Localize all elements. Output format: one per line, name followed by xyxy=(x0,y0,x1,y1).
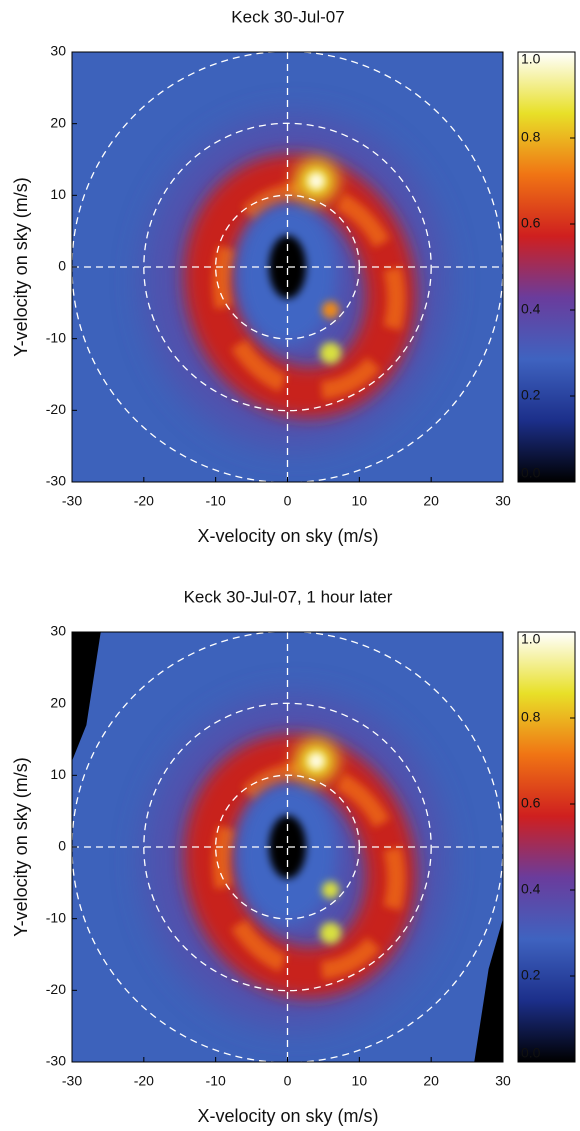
chart-title: Keck 30-Jul-07 xyxy=(231,7,344,26)
colorbar-tick-label: 1.0 xyxy=(521,51,541,67)
y-tick-label: 10 xyxy=(50,766,66,782)
colorbar-tick-label: 0.6 xyxy=(521,215,541,231)
x-tick-label: 20 xyxy=(423,493,439,509)
x-tick-label: -20 xyxy=(134,493,154,509)
y-tick-label: -20 xyxy=(46,981,66,997)
ring-guide xyxy=(215,194,360,340)
colorbar-tick-label: 0.4 xyxy=(521,301,541,317)
hotspot xyxy=(307,172,325,190)
heatmap xyxy=(72,632,503,1062)
spot xyxy=(319,922,342,944)
y-tick-label: 30 xyxy=(50,623,66,639)
x-tick-label: -30 xyxy=(62,493,82,509)
ring-guide xyxy=(215,774,360,920)
x-tick-label: -20 xyxy=(134,1073,154,1089)
colorbar-tick-label: 0.8 xyxy=(521,709,541,725)
colorbar-tick-label: 0.2 xyxy=(521,387,541,403)
center-hole xyxy=(268,815,307,879)
y-tick-label: 20 xyxy=(50,114,66,130)
spot xyxy=(319,342,342,364)
y-tick-label: 30 xyxy=(50,43,66,59)
y-tick-label: -30 xyxy=(46,1053,66,1069)
y-tick-label: 0 xyxy=(58,838,66,854)
colorbar xyxy=(517,631,576,1063)
colorbar-tick-label: 1.0 xyxy=(521,631,541,647)
x-tick-label: 30 xyxy=(495,1073,511,1089)
y-tick-label: -20 xyxy=(46,401,66,417)
masked-region xyxy=(474,918,503,1062)
center-hole xyxy=(268,235,307,299)
ring-guide xyxy=(143,122,432,412)
x-tick-label: -10 xyxy=(206,1073,226,1089)
x-tick-label: -30 xyxy=(62,1073,82,1089)
colorbar-tick-label: 0.4 xyxy=(521,881,541,897)
colorbar-tick-label: 0.8 xyxy=(521,129,541,145)
x-tick-label: 0 xyxy=(284,493,292,509)
colorbar-tick-label: 0.2 xyxy=(521,967,541,983)
x-tick-label: 30 xyxy=(495,493,511,509)
y-tick-label: -30 xyxy=(46,473,66,489)
x-axis-label: X-velocity on sky (m/s) xyxy=(197,1106,378,1126)
x-tick-label: 20 xyxy=(423,1073,439,1089)
x-tick-label: 10 xyxy=(352,493,368,509)
spot xyxy=(321,301,340,319)
x-tick-label: 0 xyxy=(284,1073,292,1089)
y-tick-label: 20 xyxy=(50,694,66,710)
ring-bright xyxy=(212,182,406,400)
x-tick-label: -10 xyxy=(206,493,226,509)
colorbar-tick-label: 0.0 xyxy=(521,465,541,481)
heatmap xyxy=(72,52,503,482)
y-tick-label: 0 xyxy=(58,258,66,274)
ring-guide xyxy=(143,702,432,992)
hotspot xyxy=(307,752,325,770)
chart-title: Keck 30-Jul-07, 1 hour later xyxy=(184,587,393,606)
ring-bright xyxy=(212,762,406,980)
y-tick-label: 10 xyxy=(50,186,66,202)
x-tick-label: 10 xyxy=(352,1073,368,1089)
y-tick-label: -10 xyxy=(46,329,66,345)
colorbar-tick-label: 0.0 xyxy=(521,1045,541,1061)
colorbar xyxy=(517,51,576,483)
colorbar-tick-label: 0.6 xyxy=(521,795,541,811)
y-axis-label: Y-velocity on sky (m/s) xyxy=(11,757,31,936)
x-axis-label: X-velocity on sky (m/s) xyxy=(197,526,378,546)
spot xyxy=(321,881,340,899)
y-axis-label: Y-velocity on sky (m/s) xyxy=(11,177,31,356)
y-tick-label: -10 xyxy=(46,909,66,925)
masked-region xyxy=(72,632,101,761)
